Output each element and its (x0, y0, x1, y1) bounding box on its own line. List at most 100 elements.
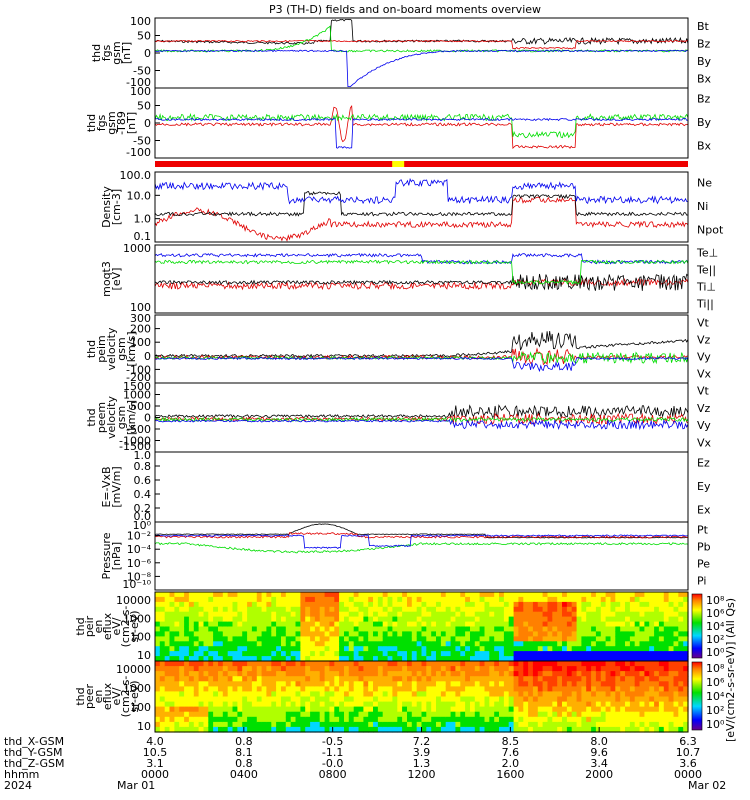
spectro-cell (339, 631, 345, 637)
spectro-cell (455, 706, 461, 713)
spectro-cell (339, 666, 345, 672)
spectro-cell (392, 626, 398, 632)
spectro-cell (581, 701, 587, 708)
spectro-cell (470, 711, 476, 718)
spectro-cell (649, 646, 655, 652)
spectro-cell (581, 621, 587, 628)
spectro-cell (668, 661, 674, 667)
spectro-cell (658, 661, 665, 667)
spectro-cell (193, 716, 200, 723)
spectro-cell (455, 646, 461, 652)
spectro-cell (663, 676, 670, 682)
y-label-line: velocity (105, 327, 118, 370)
spectro-cell (649, 716, 655, 723)
spectro-cell (193, 671, 200, 677)
x-row-label: thd_Z-GSM (4, 757, 64, 770)
spectro-cell (319, 656, 326, 662)
spectro-cell (348, 721, 355, 728)
spectro-cell (450, 726, 456, 733)
panel-frame (154, 521, 689, 591)
spectro-cell (654, 631, 660, 637)
spectro-cell (397, 651, 403, 657)
spectro-cell (159, 711, 166, 718)
spectro-cell (193, 696, 200, 703)
spectro-cell (450, 716, 456, 723)
spectro-cell (678, 701, 684, 708)
spectro-cell (673, 666, 679, 672)
spectro-cell (188, 691, 195, 698)
spectro-cell (431, 656, 437, 662)
spectro-cell (314, 631, 321, 637)
spectro-cell (484, 681, 490, 687)
spectro-cell (455, 721, 461, 728)
spectro-cell (615, 592, 621, 598)
spectro-cell (557, 691, 563, 698)
spectro-cell (562, 711, 568, 718)
spectro-cell (310, 726, 316, 733)
spectro-cell (663, 661, 670, 667)
spectro-cell (600, 721, 607, 728)
spectro-cell (174, 706, 180, 713)
spectro-cell (377, 651, 384, 657)
spectro-cell (314, 601, 321, 608)
spectro-cell (528, 666, 534, 672)
spectro-cell (324, 691, 330, 698)
spectro-cell (547, 636, 553, 642)
spectro-cell (668, 701, 674, 708)
spectro-cell (363, 721, 369, 728)
spectro-cell (290, 596, 297, 603)
x-tick-value: 0800 (319, 768, 347, 781)
spectro-cell (450, 671, 456, 677)
spectro-cell (528, 611, 534, 618)
spectro-cell (373, 721, 379, 728)
spectro-cell (518, 636, 524, 642)
spectro-cell (465, 691, 471, 698)
spectro-cell (499, 661, 505, 667)
spectro-cell (184, 636, 190, 642)
spectro-cell (218, 701, 224, 708)
spectro-cell (654, 646, 660, 652)
spectro-cell (576, 606, 582, 613)
spectro-cell (431, 596, 437, 603)
spectro-cell (503, 611, 510, 618)
spectro-cell (276, 641, 282, 647)
spectro-cell (673, 596, 679, 603)
spectro-cell (440, 592, 447, 598)
spectro-cell (266, 686, 272, 693)
spectro-cell (518, 706, 524, 713)
spectro-cell (503, 716, 510, 723)
spectro-cell (455, 631, 461, 637)
spectro-cell (683, 601, 689, 608)
spectro-cell (455, 686, 461, 693)
spectro-cell (465, 706, 471, 713)
spectro-cell (392, 651, 398, 657)
spectro-cell (353, 631, 360, 637)
spectro-cell (174, 691, 180, 698)
spectro-cell (334, 711, 340, 718)
spectro-cell (547, 711, 553, 718)
spectro-cell (455, 696, 461, 703)
spectro-cell (537, 696, 544, 703)
spectro-cell (668, 686, 674, 693)
spectro-cell (547, 601, 553, 608)
spectro-cell (251, 616, 258, 623)
spectro-cell (470, 661, 476, 667)
spectro-cell (654, 611, 660, 618)
spectro-cell (218, 661, 224, 667)
spectro-cell (629, 661, 636, 667)
spectro-cell (605, 651, 611, 657)
y-tick-label: 0 (144, 412, 151, 425)
spectro-cell (658, 671, 665, 677)
spectro-cell (668, 631, 674, 637)
spectro-cell (518, 676, 524, 682)
spectro-cell (339, 711, 345, 718)
spectro-cell (566, 716, 573, 723)
spectro-cell (256, 701, 263, 708)
spectro-cell (547, 631, 553, 637)
spectro-cell (678, 696, 684, 703)
spectro-cell (377, 671, 384, 677)
spectro-cell (513, 611, 519, 618)
spectro-cell (503, 676, 510, 682)
spectro-cell (489, 726, 495, 733)
spectro-cell (421, 691, 427, 698)
